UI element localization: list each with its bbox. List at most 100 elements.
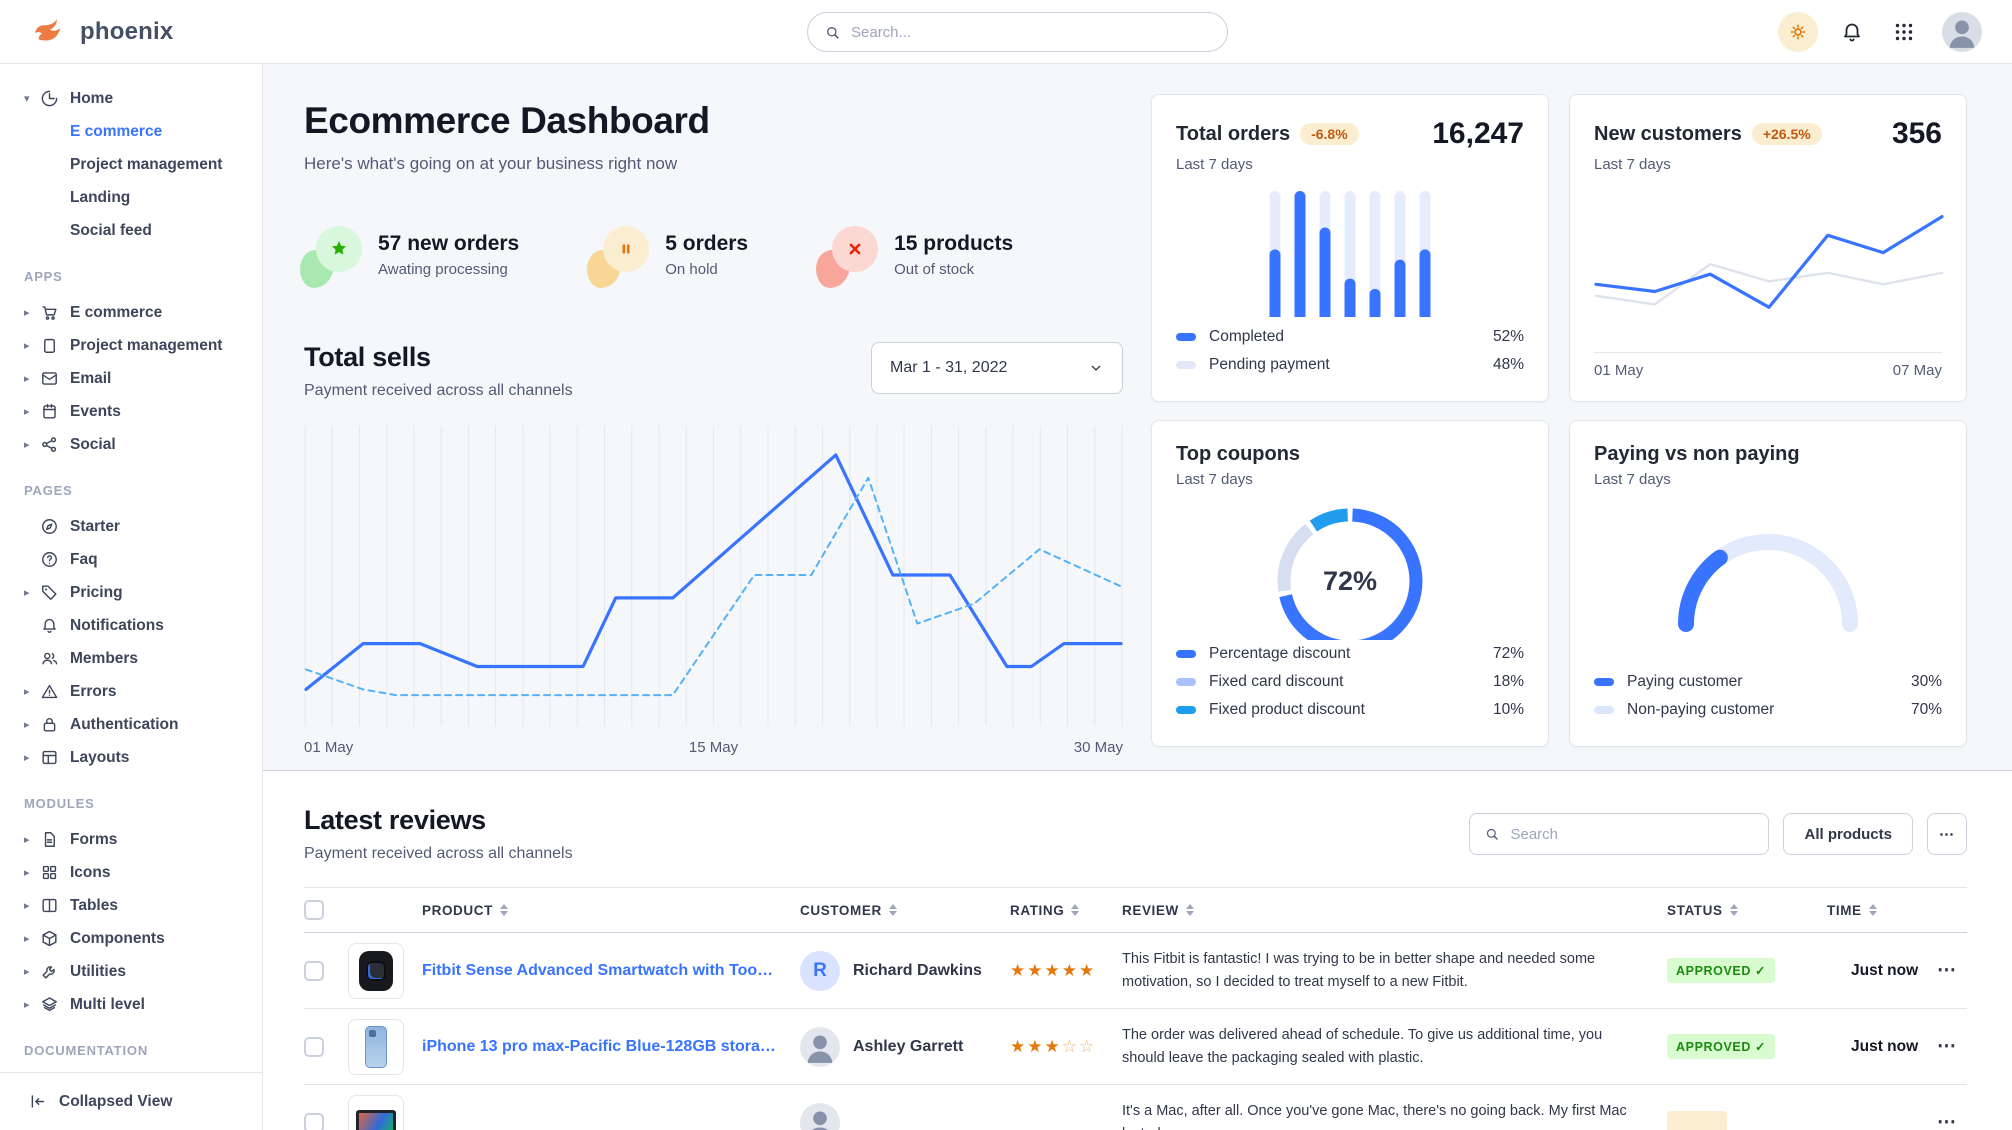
sidebar-item-project-management[interactable]: Project management <box>70 155 223 173</box>
reviews-search-input[interactable] <box>1510 825 1755 843</box>
caret-right-icon: ▸ <box>24 834 30 846</box>
sidebar-item-landing[interactable]: Landing <box>70 188 131 206</box>
sidebar-item-label: Multi level <box>70 995 145 1013</box>
review-text: It's a Mac, after all. Once you've gone … <box>1122 1103 1627 1130</box>
sidebar-item-notifications[interactable]: Notifications <box>24 609 248 642</box>
legend-value: 72% <box>1492 645 1524 662</box>
customer-name: Richard Dawkins <box>853 961 982 979</box>
file-icon <box>40 830 59 849</box>
column-header-review[interactable]: REVIEW <box>1122 903 1667 918</box>
theme-toggle-button[interactable] <box>1778 11 1818 52</box>
sidebar-item-e-commerce[interactable]: E commerce <box>70 122 163 140</box>
column-header-customer[interactable]: CUSTOMER <box>800 903 1010 918</box>
new-customers-card: New customers +26.5% 356 Last 7 days 01 … <box>1569 94 1967 402</box>
sidebar-item-errors[interactable]: ▸ Errors <box>24 675 248 708</box>
all-products-button[interactable]: All products <box>1783 813 1913 855</box>
search-icon <box>1484 826 1500 842</box>
row-actions-button[interactable]: ⋯ <box>1937 1036 1956 1057</box>
sidebar-item-tables[interactable]: ▸ Tables <box>24 889 248 922</box>
x-tick: 30 May <box>1073 739 1123 756</box>
sidebar-collapse-toggle[interactable]: Collapsed View <box>0 1072 262 1130</box>
sidebar-item-label: Project management <box>70 336 223 354</box>
caret-right-icon: ▸ <box>24 587 30 599</box>
person-icon <box>800 1027 840 1067</box>
collapse-icon <box>28 1092 47 1111</box>
users-icon <box>40 649 59 668</box>
legend-swatch <box>1176 333 1196 341</box>
sidebar-item-social-feed[interactable]: Social feed <box>70 221 152 239</box>
sidebar-item-multi-level[interactable]: ▸ Multi level <box>24 988 248 1021</box>
sidebar-item-events[interactable]: ▸ Events <box>24 395 248 428</box>
brand-logo[interactable]: phoenix <box>34 14 173 50</box>
phoenix-logo-icon <box>34 14 70 50</box>
sidebar-nav: ▾ Home E commerce Project management Landing… <box>24 82 248 1059</box>
sidebar-item-layouts[interactable]: ▸ Layouts <box>24 741 248 774</box>
reviews-search[interactable] <box>1469 813 1770 855</box>
row-checkbox[interactable] <box>304 1036 324 1057</box>
caret-right-icon: ▸ <box>24 686 30 698</box>
layers-icon <box>40 995 59 1014</box>
sidebar-item-social[interactable]: ▸ Social <box>24 428 248 461</box>
global-search-input[interactable] <box>851 23 1211 41</box>
gridic-icon <box>40 863 59 882</box>
sidebar-item-forms[interactable]: ▸ Forms <box>24 823 248 856</box>
total-sells-x-axis: 01 May 15 May 30 May <box>304 739 1123 756</box>
card-value: 16,247 <box>1432 117 1524 150</box>
row-actions-button[interactable]: ⋯ <box>1937 960 1956 981</box>
row-checkbox[interactable] <box>304 1112 324 1130</box>
column-header-product[interactable]: PRODUCT <box>422 903 800 918</box>
legend-item-fixed-product-discount: Fixed product discount 10% <box>1176 696 1524 724</box>
select-all-checkbox[interactable] <box>304 900 324 920</box>
caret-right-icon: ▸ <box>24 752 30 764</box>
date-range-select[interactable]: Mar 1 - 31, 2022 <box>871 342 1123 394</box>
legend-label: Pending payment <box>1209 356 1330 373</box>
sidebar-item-e-commerce[interactable]: ▸ E commerce <box>24 296 248 329</box>
sidebar-item-project-management[interactable]: ▸ Project management <box>24 329 248 362</box>
smartwatch-image <box>359 950 393 991</box>
card-period: Last 7 days <box>1594 471 1671 488</box>
caret-right-icon: ▸ <box>24 867 30 879</box>
caret-right-icon: ▸ <box>24 307 30 319</box>
paying-gauge-chart <box>1678 534 1858 632</box>
sidebar-section-pages: PAGES <box>24 483 73 498</box>
legend-item-completed: Completed 52% <box>1176 323 1524 351</box>
sidebar-item-components[interactable]: ▸ Components <box>24 922 248 955</box>
collapse-label: Collapsed View <box>59 1092 173 1110</box>
row-actions-button[interactable]: ⋯ <box>1937 1112 1956 1130</box>
sidebar-item-authentication[interactable]: ▸ Authentication <box>24 708 248 741</box>
sidebar-item-utilities[interactable]: ▸ Utilities <box>24 955 248 988</box>
customer-avatar: R <box>800 950 840 991</box>
sidebar-item-icons[interactable]: ▸ Icons <box>24 856 248 889</box>
user-avatar[interactable] <box>1942 11 1982 52</box>
sidebar-item-members[interactable]: Members <box>24 642 248 675</box>
legend-item-non-paying-customer: Non-paying customer 70% <box>1594 696 1942 724</box>
stat-on-hold: 5 orders On hold <box>587 226 748 288</box>
sort-icon <box>1868 904 1877 916</box>
stat-out-of-stock: 15 products Out of stock <box>816 226 1013 288</box>
sidebar-item-label: Layouts <box>70 748 130 766</box>
row-checkbox[interactable] <box>304 960 324 981</box>
help-icon <box>40 550 59 569</box>
reviews-more-button[interactable]: ⋯ <box>1927 813 1967 855</box>
table-row: It's a Mac, after all. Once you've gone … <box>304 1085 1967 1130</box>
sidebar: ▾ Home E commerce Project management Landing… <box>0 64 263 1130</box>
status-cell <box>1667 1110 1827 1130</box>
svg-text:72%: 72% <box>1323 566 1377 596</box>
column-header-status[interactable]: STATUS <box>1667 903 1827 918</box>
product-link[interactable]: iPhone 13 pro max-Pacific Blue-128GB sto… <box>422 1037 779 1055</box>
stat-caption: Awating processing <box>378 261 508 278</box>
top-coupons-donut-chart: 72% <box>1277 508 1423 640</box>
sidebar-item-starter[interactable]: Starter <box>24 510 248 543</box>
apps-grid-button[interactable] <box>1886 14 1922 50</box>
sidebar-item-home[interactable]: ▾ Home <box>24 82 248 115</box>
column-header-time[interactable]: TIME <box>1827 903 1937 918</box>
product-link[interactable]: Fitbit Sense Advanced Smartwatch with To… <box>422 961 800 979</box>
notifications-button[interactable] <box>1834 14 1870 50</box>
global-search[interactable] <box>807 12 1228 52</box>
column-header-rating[interactable]: RATING <box>1010 903 1122 918</box>
sidebar-item-email[interactable]: ▸ Email <box>24 362 248 395</box>
date-range-value: Mar 1 - 31, 2022 <box>890 359 1008 376</box>
sidebar-item-faq[interactable]: Faq <box>24 543 248 576</box>
sidebar-item-pricing[interactable]: ▸ Pricing <box>24 576 248 609</box>
